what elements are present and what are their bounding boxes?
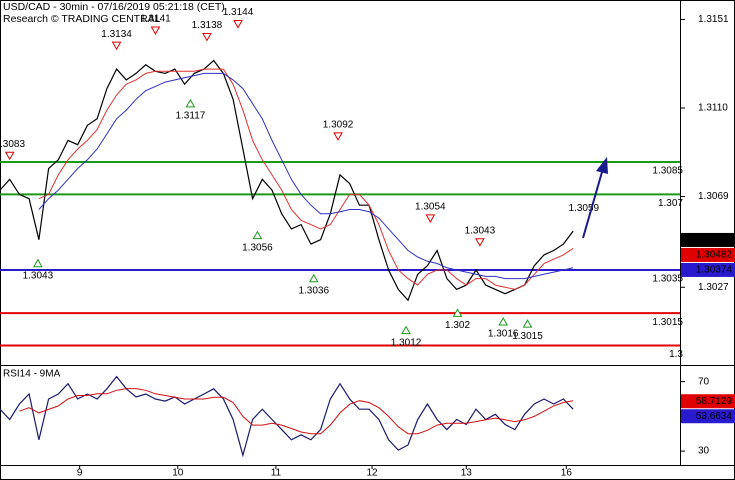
level-label: 1.307 bbox=[658, 198, 683, 209]
arrow-head bbox=[596, 157, 608, 174]
trough-marker bbox=[308, 273, 319, 283]
peak-label: 1.3054 bbox=[415, 202, 446, 213]
y-tick-label: 30 bbox=[698, 446, 710, 457]
y-tick-label: 1.3069 bbox=[698, 191, 729, 202]
peak-marker bbox=[425, 214, 436, 223]
y-tick-label: 1.3027 bbox=[698, 282, 729, 293]
price-panel: 1.3151 1.3110 1.3069 1.3027 1.3085 1.307 1.303… bbox=[0, 7, 735, 360]
trough-marker bbox=[401, 325, 411, 335]
y-tick-label: 70 bbox=[698, 376, 710, 387]
trough-label: 1.3016 bbox=[488, 329, 519, 340]
series-line bbox=[38, 68, 574, 290]
x-tick-label: 11 bbox=[271, 468, 282, 479]
trough-marker bbox=[522, 319, 533, 328]
y-tick-label: 1.3110 bbox=[698, 103, 728, 114]
level-label: 1.3015 bbox=[652, 317, 683, 328]
peak-marker bbox=[333, 132, 343, 141]
x-tick-label: 13 bbox=[461, 468, 473, 479]
trough-marker bbox=[498, 316, 509, 326]
price-tag bbox=[681, 394, 735, 409]
trough-label: 1.3012 bbox=[391, 337, 422, 348]
peak-marker bbox=[111, 41, 122, 51]
trough-marker bbox=[252, 230, 263, 240]
trough-marker bbox=[185, 98, 196, 108]
trough-label: 1.3056 bbox=[242, 242, 273, 253]
peak-label: 1.3083 bbox=[0, 139, 25, 150]
trough-marker bbox=[452, 308, 463, 317]
peak-marker bbox=[202, 33, 212, 42]
price-tag-label: 53.6634 bbox=[696, 411, 733, 422]
series-line bbox=[38, 72, 574, 280]
peak-marker bbox=[150, 26, 161, 36]
arrow-shaft bbox=[582, 171, 603, 239]
peak-marker bbox=[475, 238, 485, 247]
projection-label: 1.3059 bbox=[569, 203, 600, 214]
series-line bbox=[19, 388, 574, 435]
price-tag-label: 1.30374 bbox=[696, 265, 733, 276]
peak-label: 1.3141 bbox=[140, 14, 171, 25]
price-tag bbox=[681, 232, 735, 247]
peak-label: 1.3144 bbox=[223, 7, 254, 18]
peak-label: 1.3138 bbox=[192, 20, 223, 31]
trough-label: 1.302 bbox=[445, 320, 470, 331]
trough-label: 1.3036 bbox=[298, 285, 329, 296]
x-tick-label: 12 bbox=[366, 468, 378, 479]
x-tick-label: 9 bbox=[77, 468, 83, 479]
price-tag-label: 1.30482 bbox=[696, 250, 733, 261]
trough-marker bbox=[33, 258, 43, 268]
chart-title: USD/CAD - 30min - 07/16/2019 05:21:18 (C… bbox=[3, 1, 225, 13]
peak-label: 1.3043 bbox=[465, 225, 496, 236]
chart-subtitle: Research © TRADING CENTRAL bbox=[3, 13, 161, 25]
trough-label: 1.3015 bbox=[512, 331, 543, 342]
price-tag-label: 58.7129 bbox=[696, 396, 733, 407]
price-tag-label: 1.30489 bbox=[696, 235, 733, 246]
series-line bbox=[0, 59, 574, 302]
series-line bbox=[0, 375, 574, 458]
projection-arrow bbox=[582, 157, 608, 239]
level-label: 1.3 bbox=[669, 349, 683, 360]
price-tag bbox=[681, 247, 735, 262]
peak-marker bbox=[233, 20, 243, 29]
x-tick-label: 10 bbox=[172, 468, 184, 479]
trough-label: 1.3043 bbox=[23, 270, 54, 281]
panel-title: RSI14 - 9MA bbox=[3, 369, 61, 380]
y-tick-label: 1.3151 bbox=[698, 14, 729, 25]
price-tag bbox=[681, 262, 735, 277]
price-tag bbox=[681, 409, 735, 424]
peak-label: 1.3134 bbox=[101, 29, 132, 40]
trough-label: 1.3117 bbox=[175, 111, 205, 122]
level-label: 1.3085 bbox=[652, 166, 683, 177]
peak-label: 1.3092 bbox=[323, 120, 354, 131]
x-tick-label: 16 bbox=[561, 468, 573, 479]
peak-marker bbox=[4, 151, 15, 161]
level-label: 1.3035 bbox=[652, 274, 683, 285]
